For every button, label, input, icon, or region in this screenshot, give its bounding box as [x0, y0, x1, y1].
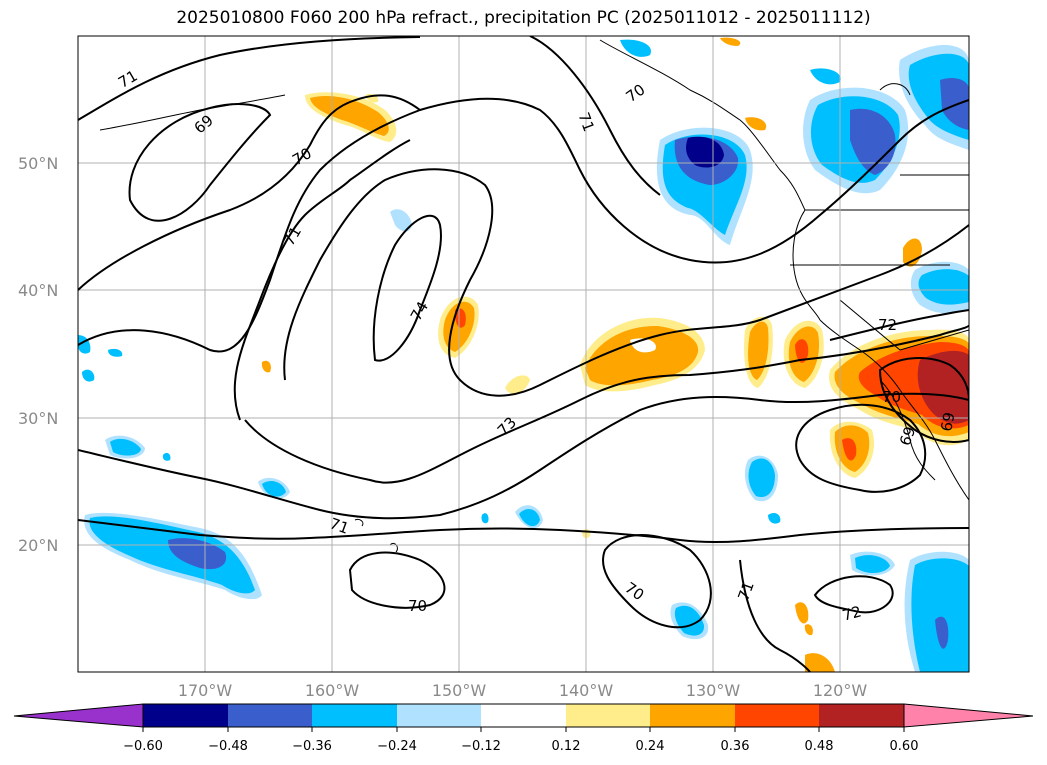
contour-label: 71 [574, 110, 597, 134]
contour-70-nw [529, 36, 661, 196]
coastlines [99, 39, 969, 553]
colorbar-extend-min [13, 703, 144, 728]
lon-label-160w: 160°W [305, 681, 360, 700]
refractivity-contours [78, 36, 969, 672]
contour-72 [233, 139, 411, 421]
colorbar-ticks [142, 727, 905, 732]
contour-70-mid [78, 519, 969, 544]
contour-71-south [78, 392, 969, 520]
map-area: 71 69 70 71 74 73 71 70 70 70 71 72 72 7… [78, 36, 969, 672]
contour-label: 70 [882, 388, 901, 406]
colorbar-tick-label: 0.60 [890, 739, 919, 754]
contour-label: 72 [840, 602, 863, 624]
contour-69-socal [878, 357, 969, 443]
contour-70-loop [78, 94, 421, 291]
graticule [78, 36, 969, 672]
contour-label-71-south: 71 [327, 514, 351, 537]
contour-69-loop [128, 103, 272, 222]
contour-72-east [813, 575, 894, 614]
colorbar-segment [481, 704, 566, 727]
contour-71-east [739, 559, 811, 672]
colorbar-tick-label: 0.36 [721, 739, 750, 754]
contour-70-south [602, 534, 712, 629]
lon-label-130w: 130°W [686, 681, 741, 700]
contour-label: 72 [878, 316, 897, 334]
lat-labels: 50°N 40°N 30°N 20°N [18, 154, 58, 555]
contour-74-loop [372, 214, 442, 362]
lon-label-140w: 140°W [559, 681, 614, 700]
colorbar-segment [312, 704, 397, 727]
colorbar-segment [143, 704, 228, 727]
lat-label-30n: 30°N [18, 409, 58, 428]
colorbar-extend-max [903, 703, 1034, 728]
map-title: 2025010800 F060 200 hPa refract., precip… [176, 8, 871, 28]
lon-labels: 170°W 160°W 150°W 140°W 130°W 120°W [178, 681, 868, 700]
colorbar-tick-label: −0.24 [377, 739, 417, 754]
colorbar: −0.60 −0.48 −0.36 −0.24 −0.12 0.12 0.24 … [13, 703, 1034, 754]
colorbar-segment [650, 704, 735, 727]
colorbar-segment [566, 704, 650, 727]
lat-label-40n: 40°N [18, 281, 58, 300]
map-frame [77, 35, 970, 673]
colorbar-segment [397, 704, 481, 727]
colorbar-tick-label: 0.48 [805, 739, 834, 754]
contour-label: 70 [408, 597, 427, 615]
contour-70-socal [795, 403, 927, 493]
colorbar-segment [228, 704, 312, 727]
colorbar-frame [142, 703, 905, 728]
lat-label-20n: 20°N [18, 536, 58, 555]
colorbar-tick-label: −0.36 [292, 739, 332, 754]
colorbar-tick-label: 0.24 [636, 739, 665, 754]
contour-73 [283, 168, 969, 397]
contour-70-hawaii [348, 551, 446, 609]
contour-71-north [78, 36, 421, 121]
colorbar-tick-label: 0.12 [552, 739, 581, 754]
contour-73-south [244, 324, 969, 484]
lon-label-120w: 120°W [813, 681, 868, 700]
contour-label: 71 [734, 579, 757, 603]
contour-72-socal [829, 309, 969, 341]
lat-label-50n: 50°N [18, 154, 58, 173]
contour-label: 69 [937, 411, 958, 433]
colorbar-segment [735, 704, 819, 727]
colorbar-tick-label: −0.12 [461, 739, 501, 754]
lon-label-170w: 170°W [178, 681, 233, 700]
contour-label: 69 [896, 424, 919, 448]
lon-label-150w: 150°W [432, 681, 487, 700]
colorbar-segment [819, 704, 904, 727]
colorbar-tick-label: −0.48 [208, 739, 248, 754]
colorbar-tick-label: −0.60 [123, 739, 163, 754]
